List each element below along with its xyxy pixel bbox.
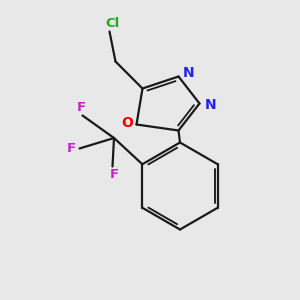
Text: O: O: [121, 116, 133, 130]
Text: F: F: [67, 142, 76, 155]
Text: Cl: Cl: [105, 16, 120, 30]
Text: N: N: [183, 66, 195, 80]
Text: N: N: [205, 98, 217, 112]
Text: F: F: [76, 100, 85, 114]
Text: F: F: [110, 168, 118, 182]
